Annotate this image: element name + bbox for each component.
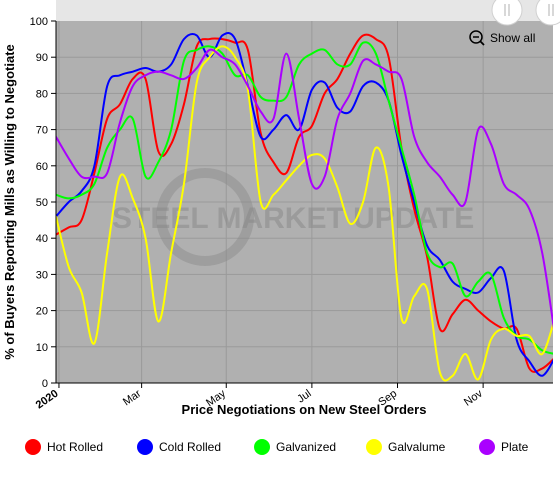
legend-swatch-plate [479, 439, 495, 455]
y-tick-label: 10 [36, 342, 48, 354]
y-tick-label: 40 [36, 233, 48, 245]
y-tick-label: 100 [30, 16, 48, 28]
legend: Hot Rolled Cold Rolled Galvanized Galvalume… [25, 439, 529, 455]
legend-item-cold-rolled[interactable]: Cold Rolled [137, 439, 221, 455]
legend-label-hot-rolled: Hot Rolled [47, 440, 103, 454]
y-tick-label: 50 [36, 197, 48, 209]
top-strip [56, 0, 553, 21]
legend-item-plate[interactable]: Plate [479, 439, 529, 455]
y-tick-label: 60 [36, 161, 48, 173]
series-line-cold-rolled[interactable] [56, 31, 555, 377]
legend-item-galvalume[interactable]: Galvalume [366, 439, 446, 455]
watermark-logo-icon [156, 168, 254, 266]
pan-handle-right[interactable] [535, 0, 560, 26]
y-tick-label: 30 [36, 269, 48, 281]
legend-label-cold-rolled: Cold Rolled [159, 440, 221, 454]
zoom-out-icon [469, 30, 483, 44]
legend-label-galvalume: Galvalume [388, 440, 446, 454]
x-tick-label-mar: Mar [121, 387, 144, 408]
y-tick-label: 90 [36, 52, 48, 64]
y-tick-label: 70 [36, 125, 48, 137]
pan-handle-left[interactable] [491, 0, 523, 26]
series-line-hot-rolled[interactable] [56, 33, 555, 373]
series-line-plate[interactable] [56, 48, 555, 336]
show-all-button[interactable]: Show all [469, 30, 535, 46]
series-line-galvanized[interactable] [56, 41, 555, 355]
zoom-out-icon-handle [479, 40, 485, 46]
legend-swatch-galvanized [254, 439, 270, 455]
x-tick-label-nov: Nov [462, 387, 485, 408]
y-tick-label: 20 [36, 306, 48, 318]
legend-item-hot-rolled[interactable]: Hot Rolled [25, 439, 103, 455]
legend-item-galvanized[interactable]: Galvanized [254, 439, 336, 455]
grid-lines [56, 21, 553, 383]
y-tick-label: 0 [42, 378, 48, 390]
y-ticks: 0 10 20 30 40 50 60 70 80 90 100 [30, 16, 56, 390]
legend-swatch-galvalume [366, 439, 382, 455]
legend-label-plate: Plate [501, 440, 529, 454]
y-tick-label: 80 [36, 88, 48, 100]
x-tick-label-2020: 2020 [34, 388, 61, 412]
legend-label-galvanized: Galvanized [276, 440, 336, 454]
legend-swatch-cold-rolled [137, 439, 153, 455]
y-axis-title: % of Buyers Reporting Mills as Willing t… [2, 44, 17, 360]
legend-swatch-hot-rolled [25, 439, 41, 455]
series-layer [56, 31, 555, 382]
x-axis-title: Price Negotiations on New Steel Orders [182, 402, 427, 417]
show-all-label: Show all [490, 31, 535, 45]
series-line-galvalume[interactable] [56, 45, 555, 382]
